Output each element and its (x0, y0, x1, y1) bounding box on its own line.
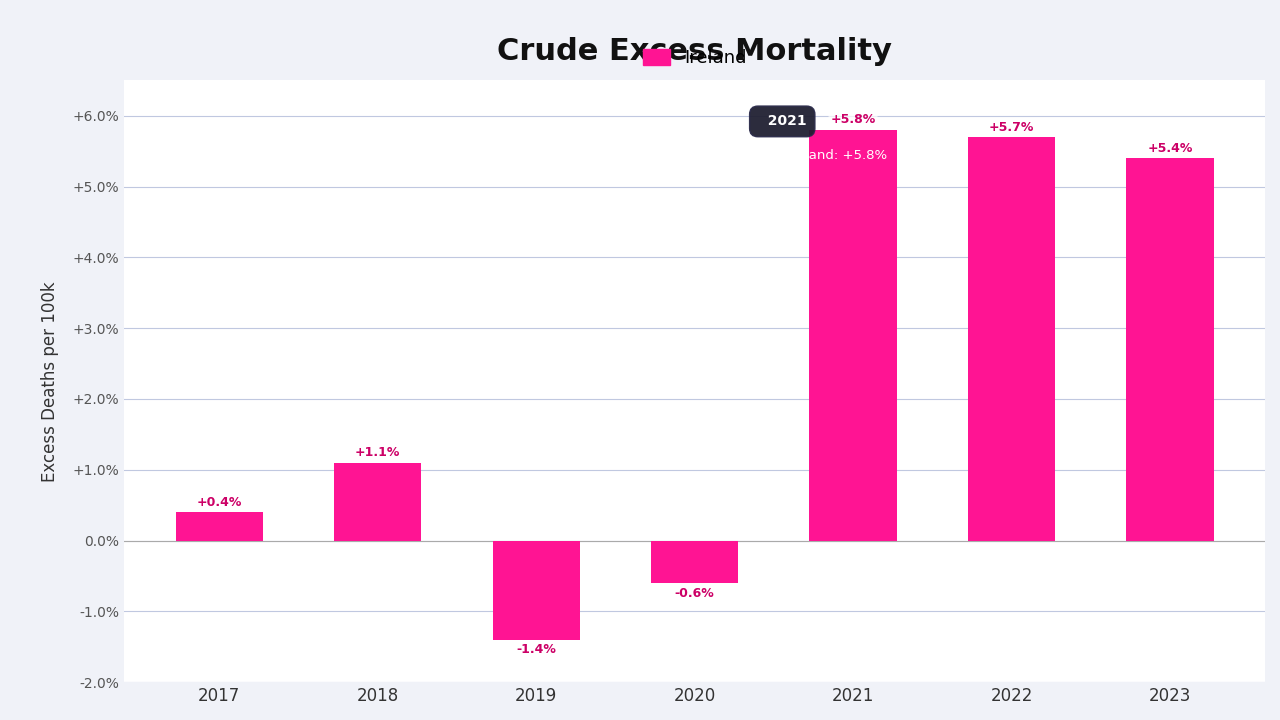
Text: 2021: 2021 (758, 114, 806, 128)
Text: +0.4%: +0.4% (197, 495, 242, 509)
Bar (175, 512, 262, 541)
Text: +5.8%: +5.8% (831, 114, 876, 127)
Legend: Ireland: Ireland (635, 41, 754, 74)
Bar (1126, 158, 1213, 541)
Bar (652, 541, 739, 583)
Y-axis label: Excess Deaths per 100k: Excess Deaths per 100k (41, 281, 59, 482)
Text: +1.1%: +1.1% (355, 446, 401, 459)
Text: -1.4%: -1.4% (516, 643, 556, 656)
Bar (334, 463, 421, 541)
Title: Crude Excess Mortality: Crude Excess Mortality (497, 37, 892, 66)
Text: -0.6%: -0.6% (675, 587, 714, 600)
Text: ■ Ireland: +5.8%: ■ Ireland: +5.8% (771, 148, 887, 161)
Bar (968, 137, 1055, 541)
Bar (493, 541, 580, 639)
Text: +5.4%: +5.4% (1147, 142, 1193, 155)
Text: +5.7%: +5.7% (988, 120, 1034, 133)
Bar (809, 130, 896, 541)
